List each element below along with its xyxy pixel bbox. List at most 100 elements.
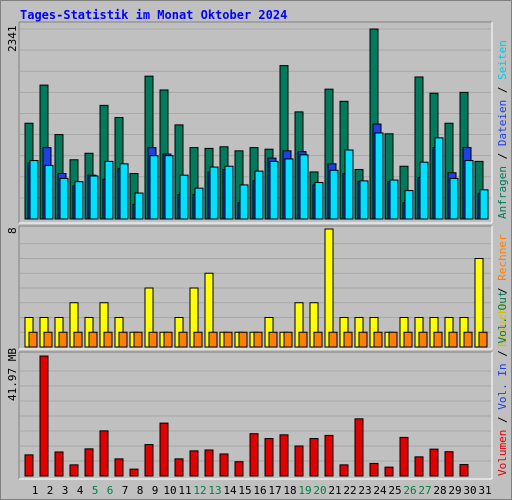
requests-legend-separator: / bbox=[496, 80, 509, 100]
seiten-bar bbox=[239, 184, 249, 220]
rechner-bar bbox=[178, 331, 188, 348]
rechner-bar bbox=[463, 331, 473, 348]
seiten-bar bbox=[164, 155, 174, 220]
visits-legend-item: Rechner bbox=[496, 234, 509, 281]
volume-legend-item: Vol. In bbox=[496, 363, 509, 409]
seiten-bar bbox=[149, 155, 159, 220]
day-label: 4 bbox=[77, 484, 84, 497]
day-label: 19 bbox=[298, 484, 311, 497]
volumen-bar bbox=[309, 438, 319, 477]
rechner-bar bbox=[88, 331, 98, 348]
day-label: 18 bbox=[283, 484, 296, 497]
seiten-bar bbox=[479, 189, 489, 220]
visits-legend-item: Besuche bbox=[496, 301, 509, 347]
rechner-bar bbox=[313, 331, 323, 348]
day-label: 8 bbox=[137, 484, 144, 497]
day-label: 2 bbox=[47, 484, 54, 497]
volumen-bar bbox=[84, 448, 94, 477]
volume-legend: Volumen / Vol. In / Vol. Out bbox=[496, 291, 509, 476]
volumen-bar bbox=[24, 454, 34, 477]
volumen-bar bbox=[444, 451, 454, 477]
day-label: 20 bbox=[313, 484, 326, 497]
rechner-bar bbox=[373, 331, 383, 348]
day-label: 23 bbox=[358, 484, 371, 497]
rechner-bar bbox=[58, 331, 68, 348]
besuche-bar bbox=[324, 228, 334, 348]
seiten-bar bbox=[74, 181, 84, 220]
seiten-bar bbox=[134, 192, 144, 220]
rechner-bar bbox=[388, 331, 398, 348]
seiten-bar bbox=[254, 170, 264, 220]
volumen-bar bbox=[99, 430, 109, 477]
day-label: 25 bbox=[388, 484, 401, 497]
volumen-bar bbox=[339, 464, 349, 477]
seiten-bar bbox=[224, 165, 234, 220]
day-label: 29 bbox=[448, 484, 461, 497]
day-label: 17 bbox=[268, 484, 281, 497]
visits-ymax-label: 8 bbox=[6, 227, 19, 234]
requests-legend-item: Seiten bbox=[496, 40, 509, 80]
requests-legend-item: Anfragen bbox=[496, 166, 509, 219]
seiten-bar bbox=[59, 177, 69, 220]
seiten-bar bbox=[434, 137, 444, 220]
volumen-bar bbox=[294, 445, 304, 477]
day-label: 3 bbox=[62, 484, 69, 497]
day-label: 31 bbox=[478, 484, 491, 497]
rechner-bar bbox=[103, 331, 113, 348]
seiten-bar bbox=[284, 158, 294, 220]
volumen-bar bbox=[174, 458, 184, 477]
visits-legend: Besuche / Rechner bbox=[496, 234, 509, 347]
seiten-bar bbox=[29, 160, 39, 220]
day-label: 16 bbox=[253, 484, 266, 497]
rechner-bar bbox=[193, 331, 203, 348]
volumen-bar bbox=[414, 456, 424, 477]
seiten-bar bbox=[344, 149, 354, 220]
volume-legend-separator: / bbox=[496, 344, 509, 364]
seiten-bar bbox=[419, 161, 429, 220]
seiten-bar bbox=[44, 164, 54, 220]
seiten-bar bbox=[449, 177, 459, 220]
rechner-bar bbox=[118, 331, 128, 348]
day-label: 6 bbox=[107, 484, 114, 497]
volumen-bar bbox=[69, 464, 79, 477]
seiten-bar bbox=[314, 181, 324, 220]
volumen-bar bbox=[369, 462, 379, 477]
seiten-bar bbox=[404, 190, 414, 220]
volumen-bar bbox=[159, 422, 169, 477]
rechner-bar bbox=[433, 331, 443, 348]
rechner-bar bbox=[148, 331, 158, 348]
page-title: Tages-Statistik im Monat Oktober 2024 bbox=[20, 8, 288, 22]
rechner-bar bbox=[328, 331, 338, 348]
day-label: 30 bbox=[463, 484, 476, 497]
volumen-bar bbox=[429, 448, 439, 477]
rechner-bar bbox=[403, 331, 413, 348]
volumen-bar bbox=[189, 450, 199, 477]
rechner-bar bbox=[283, 331, 293, 348]
day-label: 21 bbox=[328, 484, 341, 497]
volumen-bar bbox=[264, 438, 274, 477]
day-label: 10 bbox=[163, 484, 176, 497]
volumen-bar bbox=[114, 458, 124, 477]
rechner-bar bbox=[478, 331, 488, 348]
volumen-bar bbox=[204, 449, 214, 477]
rechner-bar bbox=[73, 331, 83, 348]
rechner-bar bbox=[358, 331, 368, 348]
day-label: 7 bbox=[122, 484, 129, 497]
day-label: 22 bbox=[343, 484, 356, 497]
rechner-bar bbox=[208, 331, 218, 348]
rechner-bar bbox=[238, 331, 248, 348]
rechner-bar bbox=[343, 331, 353, 348]
day-label: 28 bbox=[433, 484, 446, 497]
volumen-bar bbox=[219, 453, 229, 477]
volumen-bar bbox=[234, 461, 244, 477]
seiten-bar bbox=[194, 187, 204, 220]
day-label: 15 bbox=[238, 484, 251, 497]
day-label: 24 bbox=[373, 484, 387, 497]
volume-legend-separator: / bbox=[496, 410, 509, 430]
requests-legend: Anfragen / Dateien / Seiten bbox=[496, 40, 509, 219]
day-label: 5 bbox=[92, 484, 99, 497]
seiten-bar bbox=[464, 160, 474, 220]
volumen-bar bbox=[324, 434, 334, 477]
rechner-bar bbox=[133, 331, 143, 348]
seiten-bar bbox=[104, 160, 114, 220]
